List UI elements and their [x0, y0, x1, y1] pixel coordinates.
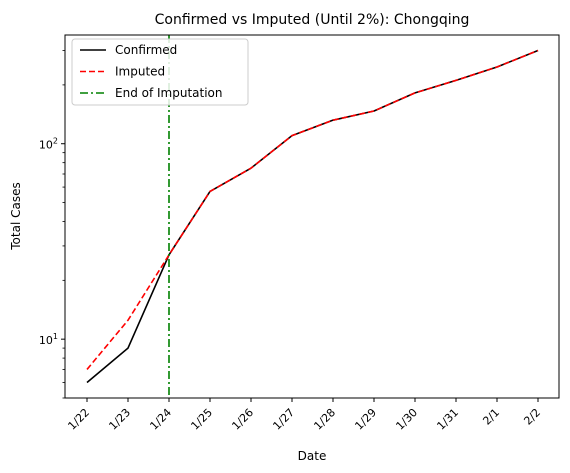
x-axis-label: Date [298, 449, 327, 463]
y-tick-label: 102 [39, 137, 58, 152]
legend: Confirmed Imputed End of Imputation [71, 38, 249, 106]
chart-title: Confirmed vs Imputed (Until 2%): Chongqi… [155, 12, 470, 28]
legend-label: Imputed [115, 65, 165, 79]
legend-label: Confirmed [115, 43, 177, 57]
y-axis-label: Total Cases [9, 182, 23, 250]
plot-frame [64, 34, 560, 399]
y-tick-label: 101 [39, 332, 58, 347]
series-line-imputed [86, 49, 539, 370]
legend-label: End of Imputation [115, 86, 223, 100]
legend-box [71, 38, 249, 106]
